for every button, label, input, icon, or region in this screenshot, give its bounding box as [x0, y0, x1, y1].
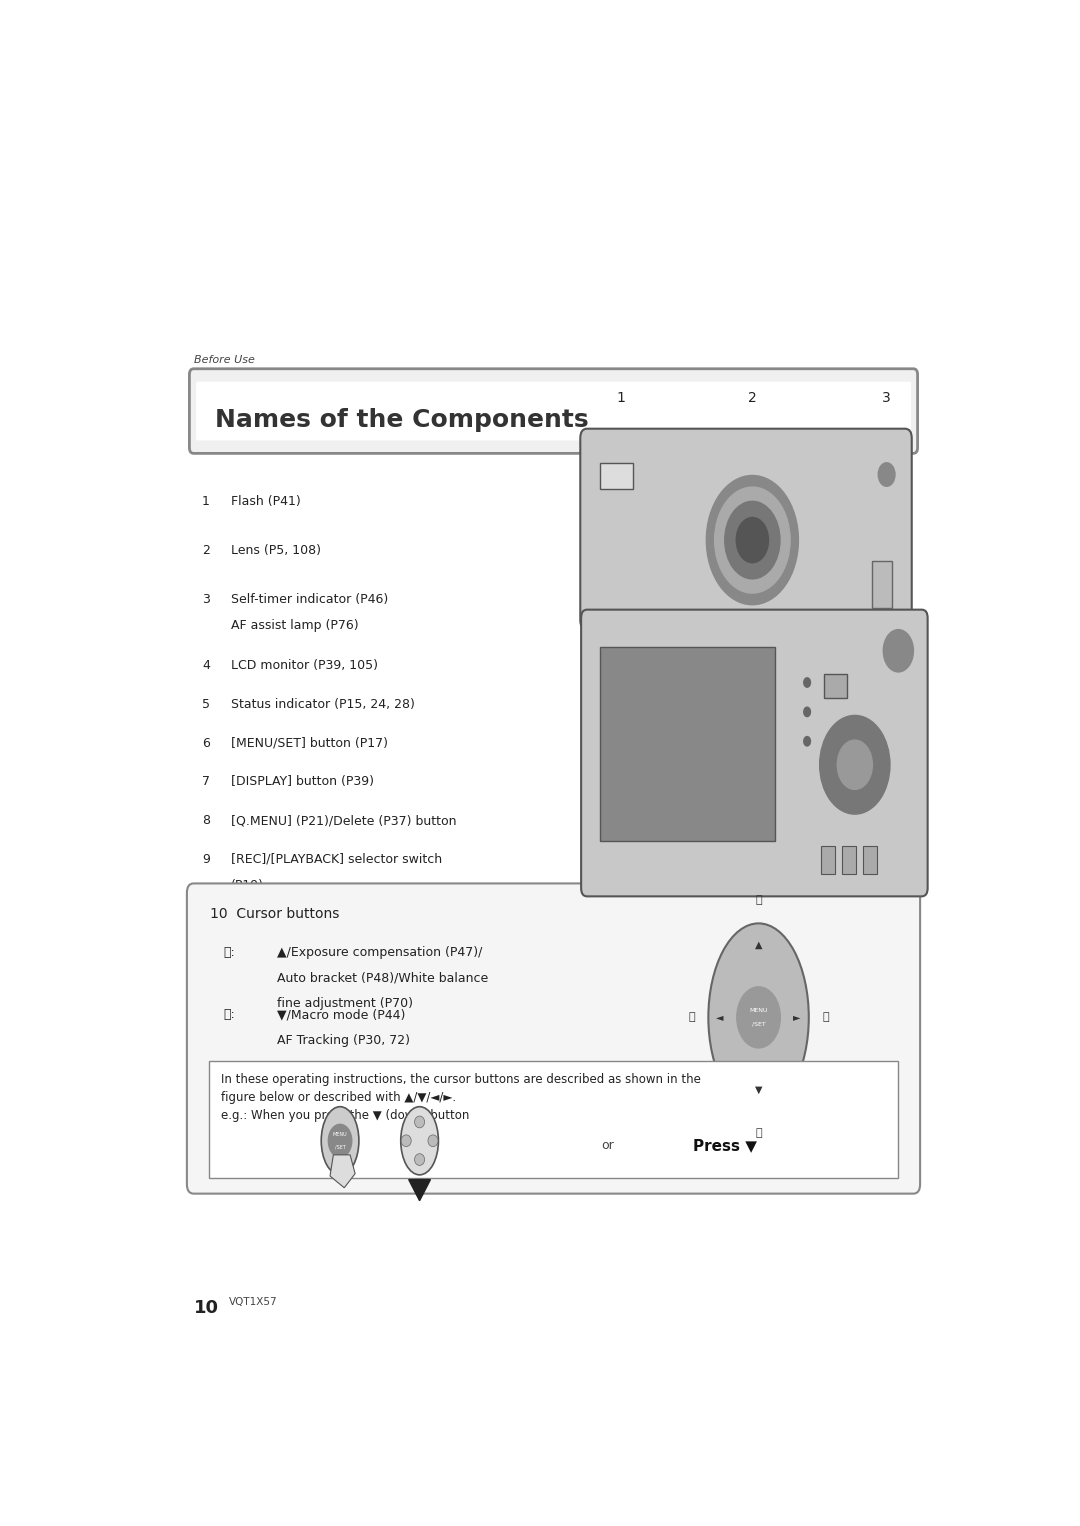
Text: 2: 2: [202, 543, 210, 557]
Text: Auto bracket (P48)/White balance: Auto bracket (P48)/White balance: [278, 972, 488, 984]
Text: Names of the Components: Names of the Components: [215, 407, 589, 432]
Bar: [863, 845, 877, 874]
Ellipse shape: [708, 923, 809, 1111]
Text: AF assist lamp (P76): AF assist lamp (P76): [231, 620, 359, 632]
Text: ►/Flash setting button (P41): ►/Flash setting button (P41): [278, 1132, 454, 1146]
Text: Flash (P41): Flash (P41): [231, 494, 301, 508]
Text: Press ▼: Press ▼: [693, 1138, 757, 1154]
Text: Ⓑ: Ⓑ: [755, 1128, 761, 1138]
Bar: [599, 647, 775, 841]
Circle shape: [804, 678, 810, 687]
Ellipse shape: [415, 1116, 424, 1128]
Text: Ⓓ: Ⓓ: [822, 1012, 828, 1022]
Ellipse shape: [428, 1135, 438, 1146]
Text: 7: 7: [202, 775, 210, 789]
Text: Status indicator (P15, 24, 28): Status indicator (P15, 24, 28): [231, 697, 415, 711]
Text: VQT1X57: VQT1X57: [229, 1297, 278, 1308]
Text: 9: 9: [202, 853, 210, 865]
FancyBboxPatch shape: [197, 382, 910, 441]
Text: [Q.MENU] (P21)/Delete (P37) button: [Q.MENU] (P21)/Delete (P37) button: [231, 813, 457, 827]
FancyBboxPatch shape: [208, 1061, 899, 1178]
Text: 8: 8: [202, 813, 210, 827]
Bar: [822, 845, 835, 874]
Text: 4: 4: [202, 659, 210, 671]
Ellipse shape: [401, 1135, 411, 1146]
Ellipse shape: [401, 1106, 438, 1175]
Circle shape: [706, 476, 798, 604]
Text: In these operating instructions, the cursor buttons are described as shown in th: In these operating instructions, the cur…: [221, 1073, 701, 1122]
Text: 3: 3: [882, 391, 891, 406]
Text: or: or: [602, 1138, 615, 1152]
Text: 6: 6: [813, 916, 822, 931]
Text: Ⓐ: Ⓐ: [755, 894, 761, 905]
Circle shape: [883, 630, 914, 671]
Text: 4: 4: [606, 571, 615, 584]
Text: 1: 1: [202, 494, 210, 508]
Circle shape: [715, 487, 791, 594]
Bar: [872, 562, 892, 609]
Ellipse shape: [321, 1106, 359, 1175]
Text: [MENU/SET] button (P17): [MENU/SET] button (P17): [231, 737, 388, 749]
Text: MENU: MENU: [750, 1007, 768, 1013]
Text: ▼: ▼: [755, 1085, 762, 1096]
Bar: [599, 464, 633, 490]
Circle shape: [820, 716, 890, 813]
FancyBboxPatch shape: [581, 610, 928, 896]
Circle shape: [725, 502, 780, 578]
Text: ▲: ▲: [755, 940, 762, 949]
Text: ►: ►: [794, 1012, 800, 1022]
Text: 3: 3: [202, 594, 210, 606]
Text: 5: 5: [606, 916, 615, 931]
FancyBboxPatch shape: [580, 429, 912, 630]
Text: AF Tracking (P30, 72): AF Tracking (P30, 72): [278, 1033, 410, 1047]
Text: 6: 6: [202, 737, 210, 749]
FancyBboxPatch shape: [189, 369, 918, 453]
Text: Ⓒ: Ⓒ: [688, 1012, 694, 1022]
Text: ◄: ◄: [716, 1012, 724, 1022]
Text: 2: 2: [748, 391, 757, 406]
Text: Self-timer indicator (P46): Self-timer indicator (P46): [231, 594, 389, 606]
Bar: [824, 674, 848, 697]
Text: Ⓐ:: Ⓐ:: [222, 946, 234, 958]
Text: 8: 8: [880, 916, 889, 931]
Text: [REC]/[PLAYBACK] selector switch: [REC]/[PLAYBACK] selector switch: [231, 853, 443, 865]
Text: Ⓓ:: Ⓓ:: [222, 1132, 234, 1146]
Text: Lens (P5, 108): Lens (P5, 108): [231, 543, 321, 557]
Circle shape: [837, 740, 873, 789]
Polygon shape: [330, 1155, 355, 1187]
Text: 5: 5: [202, 697, 210, 711]
Circle shape: [804, 707, 810, 717]
Text: /SET: /SET: [752, 1022, 766, 1027]
Circle shape: [878, 462, 895, 487]
Text: 7: 7: [840, 916, 849, 931]
Circle shape: [328, 1125, 352, 1157]
Ellipse shape: [415, 1154, 424, 1166]
Circle shape: [737, 517, 769, 563]
Text: fine adjustment (P70): fine adjustment (P70): [278, 998, 414, 1010]
Text: 10: 10: [193, 1300, 218, 1317]
Text: 10: 10: [806, 571, 823, 584]
Text: MENU: MENU: [333, 1132, 348, 1137]
Text: [DISPLAY] button (P39): [DISPLAY] button (P39): [231, 775, 375, 789]
FancyBboxPatch shape: [187, 884, 920, 1193]
Circle shape: [737, 987, 781, 1048]
Text: 1: 1: [616, 391, 625, 406]
Polygon shape: [408, 1180, 431, 1201]
Circle shape: [804, 737, 810, 746]
Bar: [842, 845, 855, 874]
Text: ▲/Exposure compensation (P47)/: ▲/Exposure compensation (P47)/: [278, 946, 483, 958]
Text: Ⓑ:: Ⓑ:: [222, 1009, 234, 1021]
Text: Ⓒ:: Ⓒ:: [222, 1070, 234, 1083]
Text: ▼/Macro mode (P44): ▼/Macro mode (P44): [278, 1009, 406, 1021]
Text: (P19): (P19): [231, 879, 265, 891]
Text: 9: 9: [877, 571, 886, 584]
Text: Before Use: Before Use: [193, 356, 255, 365]
Text: 10  Cursor buttons: 10 Cursor buttons: [211, 906, 340, 920]
Text: ◄/Self-timer button (P46): ◄/Self-timer button (P46): [278, 1070, 434, 1083]
Text: /SET: /SET: [335, 1144, 346, 1149]
Text: LCD monitor (P39, 105): LCD monitor (P39, 105): [231, 659, 378, 671]
